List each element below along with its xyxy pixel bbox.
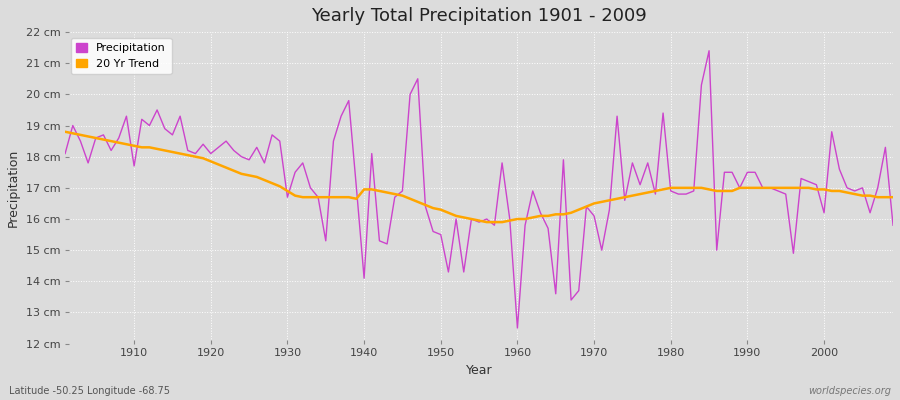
20 Yr Trend [290, 193, 301, 198]
Precipitation [121, 114, 131, 118]
Precipitation [512, 326, 523, 330]
Precipitation [612, 114, 623, 118]
Legend: Precipitation, 20 Yr Trend: Precipitation, 20 Yr Trend [71, 38, 172, 74]
Precipitation [887, 223, 898, 228]
20 Yr Trend [612, 196, 623, 201]
Line: 20 Yr Trend: 20 Yr Trend [65, 132, 893, 222]
Precipitation [336, 114, 346, 118]
Precipitation [519, 223, 530, 228]
Text: worldspecies.org: worldspecies.org [808, 386, 891, 396]
X-axis label: Year: Year [466, 364, 492, 377]
Text: Latitude -50.25 Longitude -68.75: Latitude -50.25 Longitude -68.75 [9, 386, 170, 396]
Title: Yearly Total Precipitation 1901 - 2009: Yearly Total Precipitation 1901 - 2009 [311, 7, 647, 25]
Precipitation [59, 151, 70, 156]
20 Yr Trend [336, 195, 346, 200]
20 Yr Trend [59, 129, 70, 134]
20 Yr Trend [887, 195, 898, 200]
20 Yr Trend [121, 142, 131, 147]
Y-axis label: Precipitation: Precipitation [7, 149, 20, 227]
Precipitation [504, 217, 515, 222]
Precipitation [704, 48, 715, 53]
20 Yr Trend [519, 217, 530, 222]
20 Yr Trend [482, 220, 492, 224]
Precipitation [290, 170, 301, 175]
20 Yr Trend [512, 217, 523, 222]
Line: Precipitation: Precipitation [65, 51, 893, 328]
